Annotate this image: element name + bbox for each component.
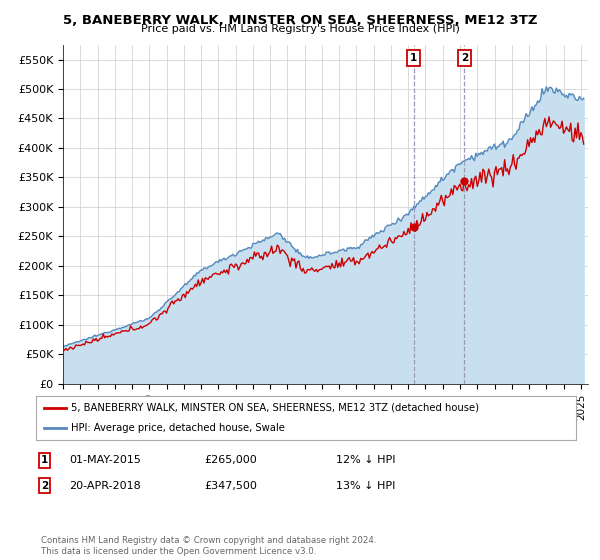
Text: 1: 1 xyxy=(41,455,48,465)
Text: 20-APR-2018: 20-APR-2018 xyxy=(69,480,141,491)
Text: 2: 2 xyxy=(41,480,48,491)
Text: 5, BANEBERRY WALK, MINSTER ON SEA, SHEERNESS, ME12 3TZ: 5, BANEBERRY WALK, MINSTER ON SEA, SHEER… xyxy=(63,14,537,27)
Text: £347,500: £347,500 xyxy=(204,480,257,491)
Text: 1: 1 xyxy=(410,53,418,63)
Text: Price paid vs. HM Land Registry's House Price Index (HPI): Price paid vs. HM Land Registry's House … xyxy=(140,24,460,34)
Text: Contains HM Land Registry data © Crown copyright and database right 2024.
This d: Contains HM Land Registry data © Crown c… xyxy=(41,536,376,556)
Text: 2: 2 xyxy=(461,53,468,63)
Text: 01-MAY-2015: 01-MAY-2015 xyxy=(69,455,141,465)
Text: HPI: Average price, detached house, Swale: HPI: Average price, detached house, Swal… xyxy=(71,423,285,433)
Text: £265,000: £265,000 xyxy=(204,455,257,465)
Text: 5, BANEBERRY WALK, MINSTER ON SEA, SHEERNESS, ME12 3TZ (detached house): 5, BANEBERRY WALK, MINSTER ON SEA, SHEER… xyxy=(71,403,479,413)
Text: 13% ↓ HPI: 13% ↓ HPI xyxy=(336,480,395,491)
Text: 12% ↓ HPI: 12% ↓ HPI xyxy=(336,455,395,465)
